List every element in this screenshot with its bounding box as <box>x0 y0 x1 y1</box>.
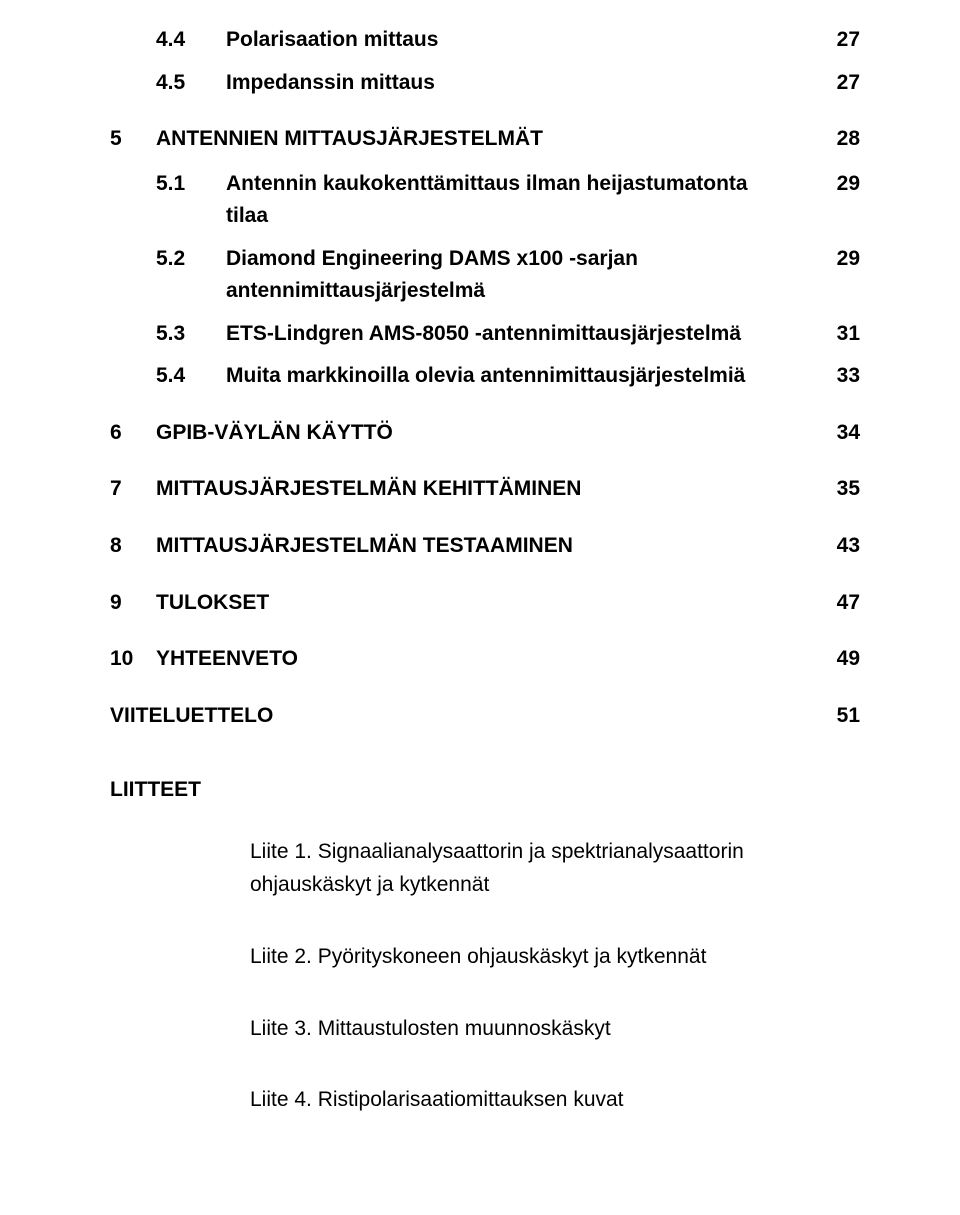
toc-page: 49 <box>837 643 860 676</box>
toc-page: 29 <box>837 243 860 308</box>
toc-entry-viiteluettelo: VIITELUETTELO 51 <box>110 700 860 733</box>
toc-page: 35 <box>837 473 860 506</box>
toc-text: Muita markkinoilla olevia antennimittaus… <box>226 360 745 393</box>
liite-1: Liite 1. Signaalianalysaattorin ja spekt… <box>250 835 850 902</box>
toc-page: 43 <box>837 530 860 563</box>
toc-text: ETS-Lindgren AMS-8050 -antennimittausjär… <box>226 318 741 351</box>
toc-page: 31 <box>837 318 860 351</box>
toc-page: 27 <box>837 67 860 100</box>
toc-entry-5: 5 ANTENNIEN MITTAUSJÄRJESTELMÄT 28 <box>110 123 860 156</box>
toc-text: Polarisaation mittaus <box>226 24 438 57</box>
toc-page: 51 <box>837 700 860 733</box>
liite-4: Liite 4. Ristipolarisaatiomittauksen kuv… <box>250 1083 850 1117</box>
page-container: 4.4 Polarisaation mittaus 27 4.5 Impedan… <box>0 0 960 1215</box>
liitteet-heading: LIITTEET <box>110 774 860 807</box>
toc-entry-10: 10 YHTEENVETO 49 <box>110 643 860 676</box>
toc-number: 9 <box>110 587 156 620</box>
toc-page: 34 <box>837 417 860 450</box>
toc-page: 29 <box>837 168 860 233</box>
toc-entry-6: 6 GPIB-VÄYLÄN KÄYTTÖ 34 <box>110 417 860 450</box>
toc-number: 8 <box>110 530 156 563</box>
toc-text: MITTAUSJÄRJESTELMÄN KEHITTÄMINEN <box>156 473 581 506</box>
toc-entry-5-1: 5.1 Antennin kaukokenttämittaus ilman he… <box>110 168 860 233</box>
toc-number: 10 <box>110 643 156 676</box>
toc-text: Antennin kaukokenttämittaus ilman heijas… <box>226 168 786 233</box>
toc-text: GPIB-VÄYLÄN KÄYTTÖ <box>156 417 393 450</box>
toc-page: 27 <box>837 24 860 57</box>
toc-entry-7: 7 MITTAUSJÄRJESTELMÄN KEHITTÄMINEN 35 <box>110 473 860 506</box>
toc-text: TULOKSET <box>156 587 269 620</box>
toc-text: MITTAUSJÄRJESTELMÄN TESTAAMINEN <box>156 530 573 563</box>
toc-text: VIITELUETTELO <box>110 700 273 733</box>
toc-number: 5.3 <box>110 318 226 351</box>
liite-2: Liite 2. Pyörityskoneen ohjauskäskyt ja … <box>250 940 850 974</box>
toc-entry-9: 9 TULOKSET 47 <box>110 587 860 620</box>
toc-entry-8: 8 MITTAUSJÄRJESTELMÄN TESTAAMINEN 43 <box>110 530 860 563</box>
toc-entry-4-4: 4.4 Polarisaation mittaus 27 <box>110 24 860 57</box>
liite-3: Liite 3. Mittaustulosten muunnoskäskyt <box>250 1012 850 1046</box>
toc-number: 4.5 <box>110 67 226 100</box>
toc-entry-5-3: 5.3 ETS-Lindgren AMS-8050 -antennimittau… <box>110 318 860 351</box>
toc-page: 28 <box>837 123 860 156</box>
toc-number: 5.4 <box>110 360 226 393</box>
toc-text: YHTEENVETO <box>156 643 298 676</box>
toc-text: Impedanssin mittaus <box>226 67 435 100</box>
toc-page: 47 <box>837 587 860 620</box>
toc-text: Diamond Engineering DAMS x100 -sarjan an… <box>226 243 786 308</box>
toc-text: ANTENNIEN MITTAUSJÄRJESTELMÄT <box>156 123 543 156</box>
toc-number: 7 <box>110 473 156 506</box>
toc-number: 5 <box>110 123 156 156</box>
toc-page: 33 <box>837 360 860 393</box>
toc-entry-5-2: 5.2 Diamond Engineering DAMS x100 -sarja… <box>110 243 860 308</box>
toc-number: 6 <box>110 417 156 450</box>
toc-number: 5.2 <box>110 243 226 308</box>
toc-number: 5.1 <box>110 168 226 233</box>
toc-entry-5-4: 5.4 Muita markkinoilla olevia antennimit… <box>110 360 860 393</box>
toc-number: 4.4 <box>110 24 226 57</box>
toc-entry-4-5: 4.5 Impedanssin mittaus 27 <box>110 67 860 100</box>
